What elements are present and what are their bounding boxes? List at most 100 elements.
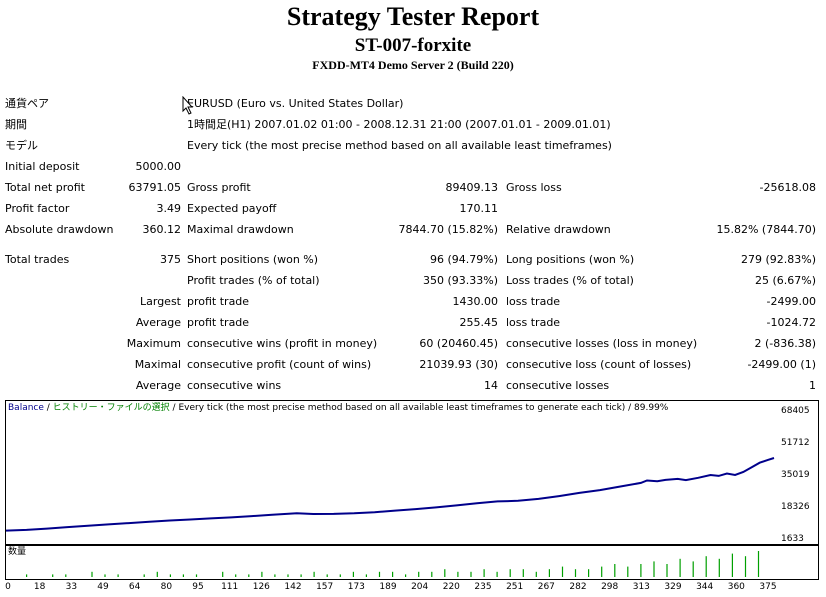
- volume-chart: [5, 545, 819, 580]
- legend-separator: /: [43, 403, 53, 413]
- avg-cons-wins-label: consecutive wins: [187, 379, 282, 392]
- largest-loss-label: loss trade: [506, 295, 561, 308]
- largest-profit-value: 1430.00: [452, 295, 499, 308]
- symbol-value: EURUSD (Euro vs. United States Dollar): [187, 97, 404, 110]
- x-tick-label: 80: [160, 582, 173, 592]
- total-net-profit-value: 63791.05: [128, 181, 182, 194]
- maximum-label: Maximum: [126, 337, 181, 350]
- volume-bar: [117, 574, 119, 577]
- x-tick-label: 313: [632, 582, 650, 592]
- volume-bar: [561, 566, 564, 577]
- volume-bar: [731, 553, 733, 577]
- x-tick-label: 267: [537, 582, 555, 592]
- volume-bar: [418, 571, 420, 577]
- volume-bar: [744, 556, 747, 577]
- y-tick-label: 35019: [781, 470, 810, 480]
- volume-bar: [195, 574, 198, 577]
- maximal-label: Maximal: [134, 358, 181, 371]
- symbol-label: 通貨ペア: [5, 97, 49, 110]
- volume-bar: [235, 574, 237, 577]
- long-positions-label: Long positions (won %): [506, 253, 635, 266]
- volume-bar: [653, 561, 655, 577]
- x-tick-label: 157: [316, 582, 334, 592]
- x-tick-label: 329: [664, 582, 682, 592]
- total-net-profit-label: Total net profit: [5, 181, 85, 194]
- max-cons-losses-value: 2 (-836.38): [754, 337, 816, 350]
- volume-bar: [640, 564, 642, 577]
- x-tick-label: 0: [5, 582, 11, 592]
- relative-drawdown-label: Relative drawdown: [506, 223, 611, 236]
- average-label: Average: [135, 316, 181, 329]
- volume-bar: [352, 571, 354, 577]
- profit-factor-label: Profit factor: [5, 202, 70, 215]
- volume-bar: [26, 574, 28, 577]
- gross-profit-value: 89409.13: [445, 181, 499, 194]
- maximal-cons-loss-value: -2499.00 (1): [747, 358, 816, 371]
- volume-bar: [431, 571, 433, 577]
- average-loss-value: -1024.72: [766, 316, 816, 329]
- profit-trades-label: Profit trades (% of total): [187, 274, 320, 287]
- volume-bar: [169, 574, 171, 577]
- max-cons-losses-label: consecutive losses (loss in money): [506, 337, 698, 350]
- max-cons-wins-label: consecutive wins (profit in money): [187, 337, 378, 350]
- x-tick-label: 111: [221, 582, 239, 592]
- server-name: FXDD-MT4 Demo Server 2 (Build 220): [312, 58, 514, 72]
- relative-drawdown-value: 15.82% (7844.70): [716, 223, 816, 236]
- maximal-cons-loss-label: consecutive loss (count of losses): [506, 358, 692, 371]
- initial-deposit-value: 5000.00: [135, 160, 182, 173]
- volume-bar: [483, 569, 485, 577]
- x-tick-label: 251: [506, 582, 524, 592]
- volume-bar: [522, 569, 524, 577]
- avg-cons-wins-value: 14: [484, 379, 498, 392]
- period-label: 期間: [5, 118, 27, 131]
- average2-label: Average: [135, 379, 181, 392]
- initial-deposit-label: Initial deposit: [5, 160, 80, 173]
- x-tick-label: 33: [65, 582, 78, 592]
- volume-bar: [222, 571, 224, 577]
- volume-bar: [470, 571, 472, 577]
- x-tick-label: 95: [192, 582, 204, 592]
- x-tick-label: 375: [759, 582, 777, 592]
- maximal-drawdown-value: 7844.70 (15.82%): [398, 223, 498, 236]
- avg-cons-losses-label: consecutive losses: [506, 379, 610, 392]
- gross-loss-value: -25618.08: [759, 181, 816, 194]
- volume-bar: [574, 569, 577, 577]
- volume-bars: [26, 551, 760, 577]
- model-value: Every tick (the most precise method base…: [187, 139, 612, 152]
- volume-bar: [614, 564, 616, 577]
- x-tick-label: 344: [696, 582, 714, 592]
- volume-bar: [705, 556, 707, 577]
- volume-bar: [718, 558, 720, 577]
- expected-payoff-label: Expected payoff: [187, 202, 277, 215]
- y-tick-label: 68405: [781, 406, 810, 416]
- volume-bar: [287, 574, 289, 577]
- period-value: 1時間足(H1) 2007.01.02 01:00 - 2008.12.31 2…: [187, 118, 611, 131]
- y-tick-label: 18326: [781, 502, 810, 512]
- x-tick-label: 189: [379, 582, 397, 592]
- loss-trades-label: Loss trades (% of total): [506, 274, 634, 287]
- volume-bar: [248, 574, 250, 577]
- maximal-cons-profit-value: 21039.93 (30): [419, 358, 498, 371]
- volume-label: 数量: [8, 547, 27, 557]
- expected-payoff-value: 170.11: [459, 202, 499, 215]
- short-positions-label: Short positions (won %): [187, 253, 319, 266]
- legend-history-file: ヒストリー・ファイルの選択: [52, 403, 170, 413]
- volume-bar: [405, 574, 407, 577]
- volume-bar: [392, 571, 394, 577]
- total-trades-label: Total trades: [5, 253, 70, 266]
- long-positions-value: 279 (92.83%): [740, 253, 816, 266]
- volume-bar: [143, 574, 145, 577]
- average-profit-label: profit trade: [187, 316, 250, 329]
- legend-description: / Every tick (the most precise method ba…: [169, 403, 669, 413]
- volume-bar: [365, 574, 367, 577]
- volume-bar: [313, 571, 315, 577]
- volume-bar: [274, 574, 276, 577]
- report-title: Strategy Tester Report: [286, 2, 540, 31]
- absolute-drawdown-value: 360.12: [142, 223, 182, 236]
- chart-legend: Balance / ヒストリー・ファイルの選択 / Every tick (th…: [8, 403, 668, 414]
- volume-bar: [261, 571, 263, 577]
- volume-bar: [91, 571, 93, 577]
- balance-chart: [5, 400, 819, 545]
- expert-name: ST-007-forxite: [354, 35, 472, 56]
- balance-line-plot: [6, 457, 775, 532]
